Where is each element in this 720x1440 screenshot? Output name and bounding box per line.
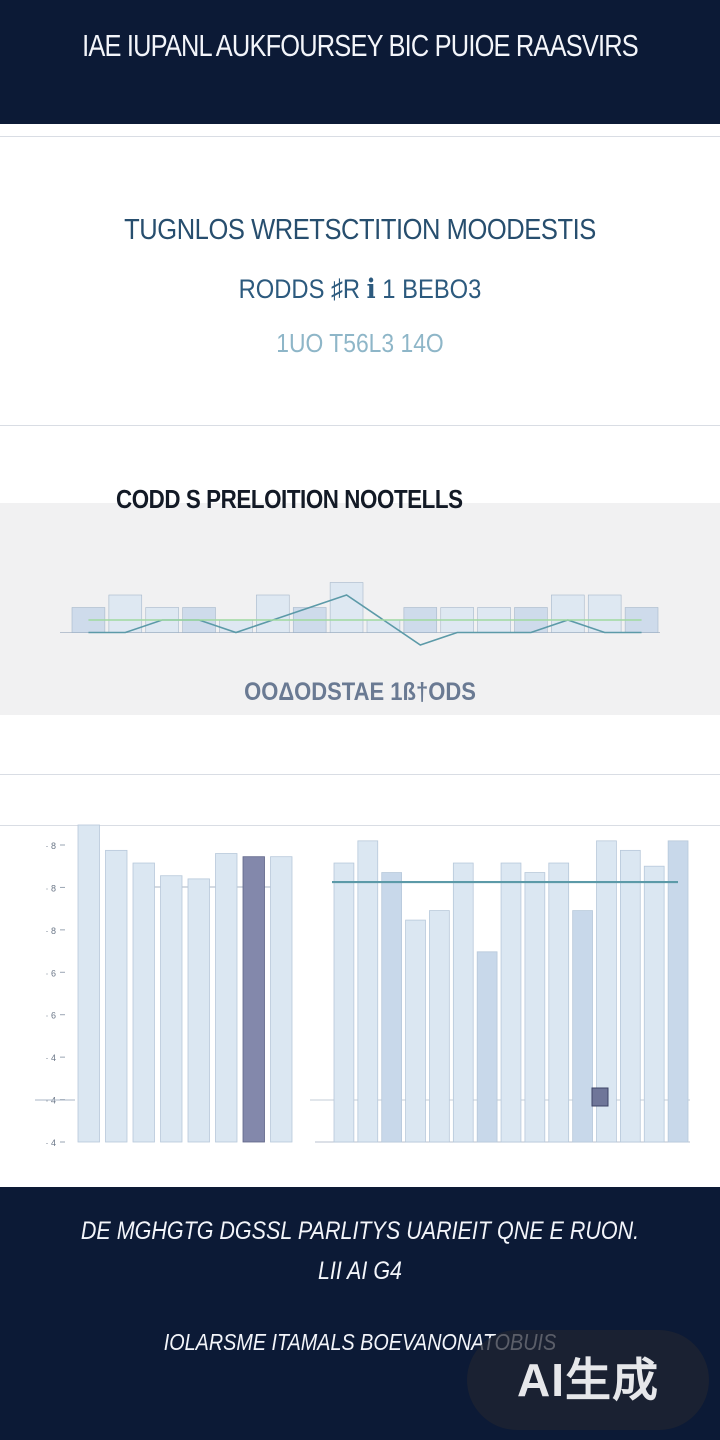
y-tick-label: · 4 <box>45 1053 56 1063</box>
bar <box>596 840 617 1143</box>
ai-generated-badge: AI生成 <box>467 1330 709 1430</box>
bar <box>187 878 210 1143</box>
bar <box>366 619 401 633</box>
bar <box>381 872 402 1143</box>
bar <box>357 840 379 1143</box>
divider <box>0 825 720 826</box>
bar <box>108 594 143 633</box>
page-title: IAE IUPANL AUKFOURSEY BIC PUIOE RAASVIRS <box>82 28 639 63</box>
y-tick-label: · 6 <box>45 1011 56 1021</box>
bar <box>270 856 293 1143</box>
section-heading: CODD S PRELOITION NOOTELLS <box>116 484 463 514</box>
bar <box>429 910 450 1143</box>
bar <box>333 862 355 1143</box>
line-chart <box>60 582 660 646</box>
bar <box>667 840 689 1143</box>
subtitle-line-3: 1UO T56L3 14O <box>276 328 444 358</box>
y-tick-label: · 6 <box>45 968 56 978</box>
bar <box>587 594 622 633</box>
y-tick-label: · 4 <box>45 1138 56 1148</box>
bar <box>219 619 253 633</box>
bar-chart-left: · 8 · 8 · 8 · 6 · 6 · 4 · 4 · 4 <box>35 824 293 1148</box>
chart-caption: OOΔODSTAE 1ß†ODS <box>244 678 476 706</box>
bar <box>619 849 641 1143</box>
footer-line-1: DE MGHGTG DGSSL PARLITYS UARIEIT QNE Ε R… <box>80 1217 640 1245</box>
footer-line-2: LII AI G4 <box>317 1257 403 1285</box>
y-tick-label: · 8 <box>45 926 56 936</box>
title-banner: IAE IUPANL AUKFOURSEY BIC PUIOE RAASVIRS <box>0 0 720 124</box>
y-tick-label: · 4 <box>45 1096 56 1106</box>
subtitle-line-1: TUGNLOS WRETSCTITION MOODESTIS <box>124 214 596 246</box>
y-tick-label: · 8 <box>45 883 56 893</box>
bar <box>643 865 665 1143</box>
y-tick-label: · 8 <box>45 841 56 851</box>
bar <box>329 582 364 633</box>
bar <box>105 849 128 1143</box>
bar-chart-right <box>310 840 690 1143</box>
divider <box>0 774 720 775</box>
bar <box>572 910 593 1143</box>
bar <box>215 853 238 1143</box>
bar <box>452 862 474 1143</box>
bar <box>476 951 498 1143</box>
bar <box>132 862 155 1143</box>
bar <box>405 919 426 1143</box>
divider <box>0 425 720 426</box>
bar <box>548 862 570 1143</box>
bar <box>242 856 265 1143</box>
bar <box>77 824 100 1143</box>
bar <box>500 862 522 1143</box>
bar <box>524 872 546 1143</box>
bar <box>160 875 183 1143</box>
bar <box>551 594 585 633</box>
marker <box>591 1087 609 1107</box>
divider <box>0 136 720 137</box>
subtitle-line-2: RODDS ♯R ℹ 1 BEBO3 <box>238 274 482 304</box>
bar <box>256 594 290 633</box>
